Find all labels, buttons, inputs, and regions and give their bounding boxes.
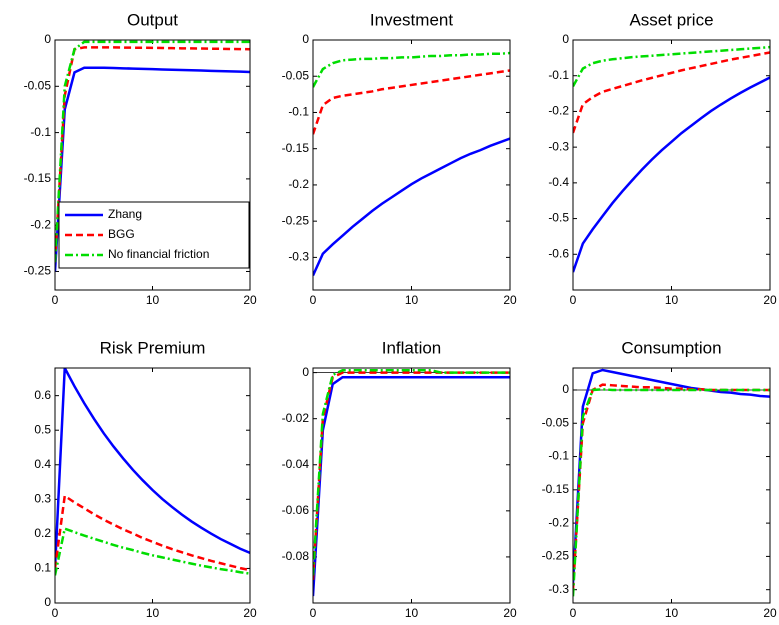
y-tick-label: -0.15 xyxy=(282,141,310,155)
y-tick-label: -0.4 xyxy=(548,175,569,189)
x-tick-label: 0 xyxy=(52,606,59,620)
y-tick-label: -0.2 xyxy=(548,104,569,118)
y-tick-label: 0 xyxy=(562,382,569,396)
subplot: Inflation 0 -0.02 -0.04 -0.06 -0.08 0 10 20 xyxy=(282,338,517,620)
x-tick-label: 10 xyxy=(665,606,679,620)
series-line xyxy=(573,388,770,597)
x-tick-label: 20 xyxy=(243,606,257,620)
y-tick-label: -0.04 xyxy=(282,457,310,471)
x-tick-label: 10 xyxy=(405,293,419,307)
x-tick-label: 10 xyxy=(405,606,419,620)
y-tick-label: -0.1 xyxy=(548,68,569,82)
y-tick-label: 0.4 xyxy=(34,457,51,471)
y-tick-label: -0.3 xyxy=(288,250,309,264)
series-line xyxy=(573,383,770,590)
subplot-title: Asset price xyxy=(629,10,713,29)
legend-label: BGG xyxy=(108,227,135,241)
series-line xyxy=(573,76,770,273)
series-line xyxy=(573,51,770,134)
y-tick-label: -0.15 xyxy=(542,482,570,496)
x-tick-label: 10 xyxy=(146,606,160,620)
y-tick-label: -0.1 xyxy=(288,105,309,119)
subplot-title: Consumption xyxy=(621,338,721,357)
y-tick-label: -0.1 xyxy=(30,125,51,139)
y-tick-label: 0 xyxy=(44,32,51,46)
y-tick-label: 0 xyxy=(302,365,309,379)
series-line xyxy=(313,69,510,135)
y-tick-label: 0 xyxy=(302,32,309,46)
x-tick-label: 20 xyxy=(243,293,257,307)
series-line xyxy=(55,40,250,263)
y-tick-label: -0.08 xyxy=(282,549,310,563)
x-tick-label: 20 xyxy=(503,293,517,307)
y-tick-label: -0.2 xyxy=(30,217,51,231)
axes-frame xyxy=(54,39,251,291)
y-tick-label: 0.3 xyxy=(34,491,51,505)
subplot: Investment 0 -0.05 -0.1 -0.15 -0.2 -0.25 -0.3 0 1… xyxy=(282,10,517,307)
x-tick-label: 20 xyxy=(763,293,777,307)
subplot-title: Output xyxy=(127,10,178,29)
y-tick-label: 0.2 xyxy=(34,526,51,540)
x-tick-label: 20 xyxy=(763,606,777,620)
series-line xyxy=(55,66,250,272)
y-tick-label: -0.6 xyxy=(548,246,569,260)
x-tick-label: 10 xyxy=(665,293,679,307)
y-tick-label: -0.05 xyxy=(282,68,310,82)
y-tick-label: -0.5 xyxy=(548,211,569,225)
series-line xyxy=(573,45,770,88)
y-tick-label: -0.2 xyxy=(548,515,569,529)
y-tick-label: -0.05 xyxy=(542,415,570,429)
legend-label: Zhang xyxy=(108,207,142,221)
series-line xyxy=(313,369,510,576)
series-line xyxy=(313,371,510,581)
series-line xyxy=(55,527,250,576)
y-tick-label: -0.3 xyxy=(548,582,569,596)
series-line xyxy=(55,368,250,569)
x-tick-label: 0 xyxy=(570,293,577,307)
x-tick-label: 20 xyxy=(503,606,517,620)
y-tick-label: -0.06 xyxy=(282,503,310,517)
y-tick-label: 0 xyxy=(44,595,51,609)
subplot-title: Risk Premium xyxy=(100,338,206,357)
x-tick-label: 0 xyxy=(570,606,577,620)
subplot: Output 0 -0.05 -0.1 -0.15 -0.2 -0.25 0 10 20 Zhang… xyxy=(24,10,257,307)
y-tick-label: -0.25 xyxy=(24,264,52,278)
legend-label: No financial friction xyxy=(108,247,209,261)
y-tick-label: -0.25 xyxy=(282,213,310,227)
y-tick-label: -0.2 xyxy=(288,177,309,191)
y-tick-label: -0.25 xyxy=(542,549,570,563)
subplot-title: Investment xyxy=(370,10,453,29)
y-tick-label: -0.15 xyxy=(24,171,52,185)
series-line xyxy=(55,493,250,572)
axes-frame xyxy=(312,39,511,291)
y-tick-label: 0.5 xyxy=(34,422,51,436)
subplot-title: Inflation xyxy=(382,338,442,357)
y-tick-label: 0.6 xyxy=(34,388,51,402)
subplot: Consumption0-0.05-0.1-0.15-0.2-0.25-0.30… xyxy=(542,338,777,620)
y-tick-label: -0.1 xyxy=(548,449,569,463)
series-line xyxy=(55,46,250,263)
subplot: Asset price 0 -0.1 -0.2 -0.3 -0.4 -0.5 -0.6 0 10 2… xyxy=(548,10,777,307)
axes-frame xyxy=(572,39,771,291)
axes-frame xyxy=(312,367,511,604)
x-tick-label: 0 xyxy=(310,293,317,307)
y-tick-label: -0.3 xyxy=(548,139,569,153)
series-line xyxy=(573,368,770,584)
x-tick-label: 0 xyxy=(310,606,317,620)
series-line xyxy=(313,51,510,88)
axes-frame xyxy=(572,367,771,604)
x-tick-label: 0 xyxy=(52,293,59,307)
y-tick-label: 0 xyxy=(562,32,569,46)
series-line xyxy=(313,375,510,597)
axes-frame xyxy=(54,367,251,604)
y-tick-label: 0.1 xyxy=(34,561,51,575)
subplot: Risk Premium 0 0.1 0.2 0.3 0.4 0.5 0.6 0 10 20 xyxy=(34,338,257,620)
x-tick-label: 10 xyxy=(146,293,160,307)
y-tick-label: -0.02 xyxy=(282,411,310,425)
y-tick-label: -0.05 xyxy=(24,78,52,92)
series-line xyxy=(313,137,510,277)
